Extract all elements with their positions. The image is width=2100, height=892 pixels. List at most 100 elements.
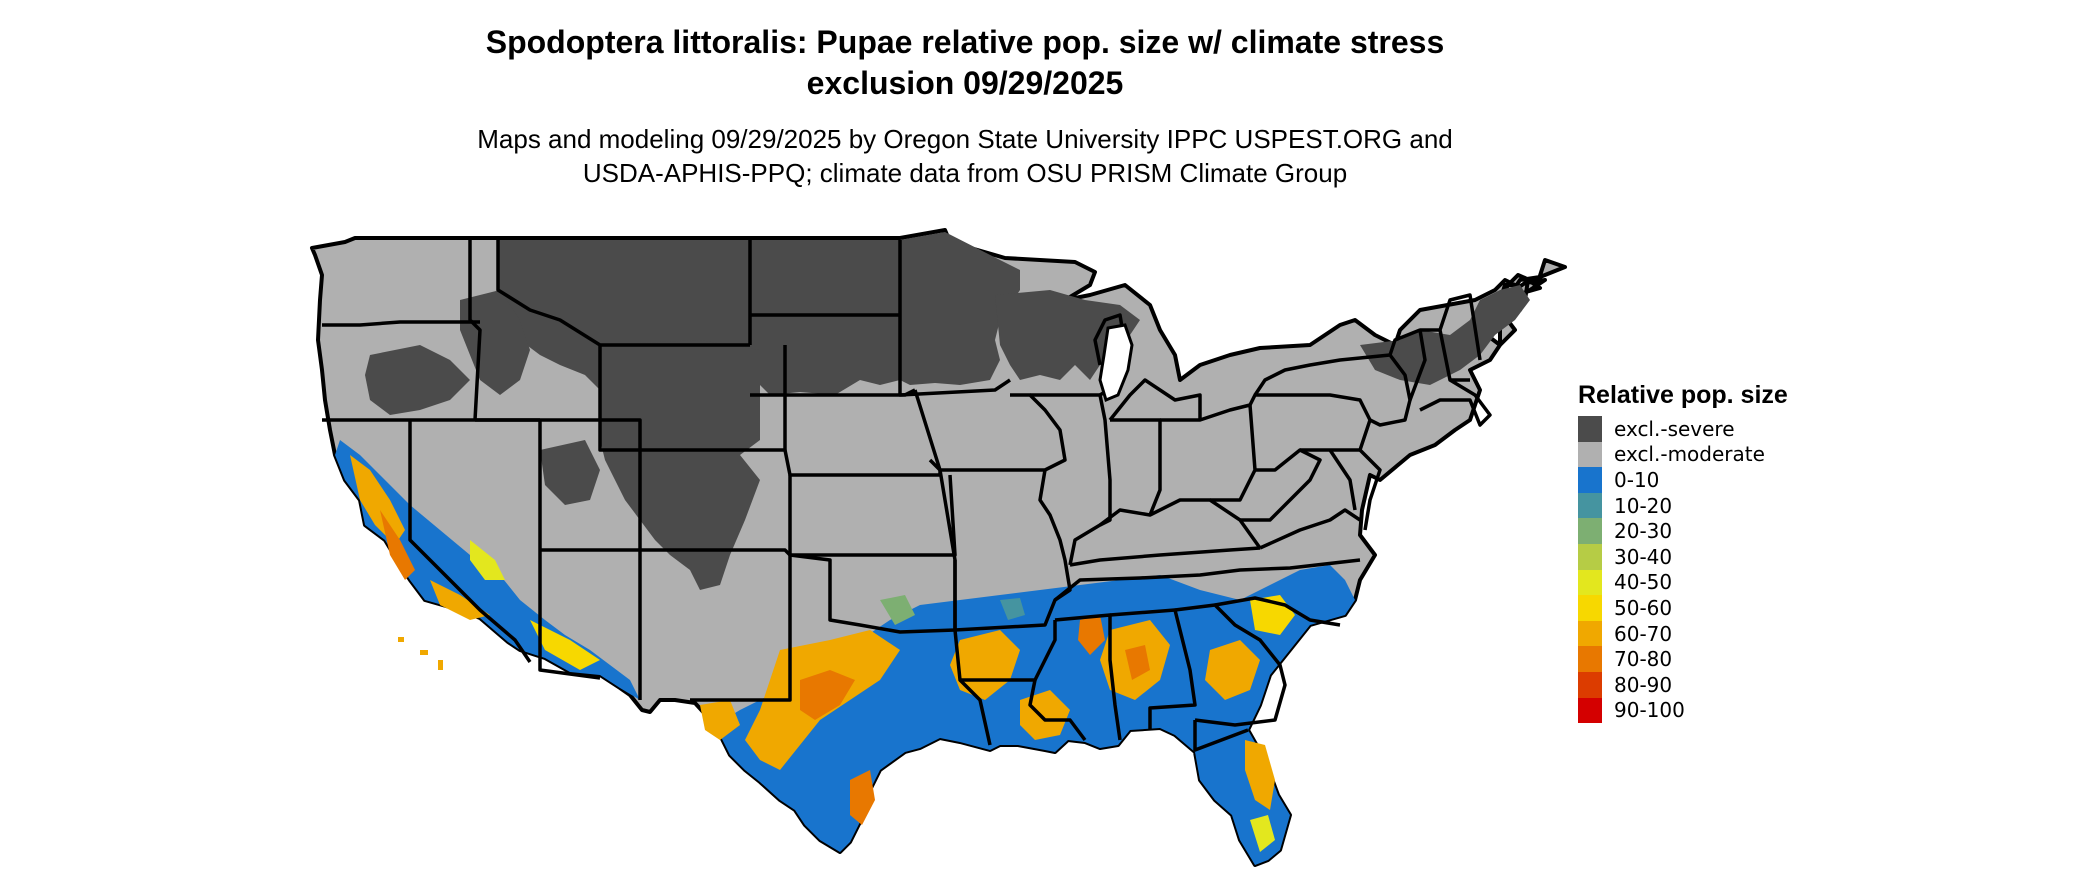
legend-swatch xyxy=(1578,569,1602,596)
channel-islands xyxy=(398,637,443,670)
boundary-ia-mo xyxy=(913,389,1067,472)
hot-spot-mississippi-70-80 xyxy=(1078,615,1105,655)
boundary-tn xyxy=(1053,558,1361,602)
legend-label: 0-10 xyxy=(1614,467,1660,492)
hot-spot-socal-60-70 xyxy=(430,580,490,620)
legend-item: 60-70 xyxy=(1578,620,1788,647)
lake-michigan xyxy=(1098,323,1134,403)
hot-spot-louisiana-60-70 xyxy=(950,630,1020,700)
hot-spot-florida-60-70 xyxy=(1245,740,1275,810)
legend-swatch xyxy=(1578,697,1602,724)
map-title: Spodoptera littoralis: Pupae relative po… xyxy=(340,22,1590,104)
legend-item: 0-10 xyxy=(1578,467,1788,493)
severe-region-minnesota xyxy=(900,232,1020,385)
boundary-ky-tn xyxy=(1069,546,1261,567)
legend-label: excl.-moderate xyxy=(1614,442,1765,467)
legend-item: 80-90 xyxy=(1578,671,1788,698)
legend-item: 20-30 xyxy=(1578,518,1788,544)
boundary-wy xyxy=(598,345,787,452)
legend-swatch xyxy=(1578,671,1602,698)
legend-swatch xyxy=(1578,543,1602,570)
hot-spot-georgia-60-70 xyxy=(1205,640,1260,700)
boundary-mt-south xyxy=(496,240,750,347)
legend-label: 90-100 xyxy=(1614,698,1685,723)
legend-swatch xyxy=(1578,518,1602,544)
boundary-id-west xyxy=(468,240,482,421)
boundary-fl xyxy=(1193,720,1249,752)
legend-swatch xyxy=(1578,595,1602,621)
hot-spot-arkansas-10-20 xyxy=(1000,598,1025,620)
map-subtitle-line-1: Maps and modeling 09/29/2025 by Oregon S… xyxy=(477,124,1453,154)
legend-label: 60-70 xyxy=(1614,621,1673,646)
hot-spot-california-60-70 xyxy=(350,455,405,545)
map-title-line-2: exclusion 09/29/2025 xyxy=(806,65,1124,101)
hot-spot-east-texas-20-30 xyxy=(880,595,915,625)
legend-title: Relative pop. size xyxy=(1578,381,1788,409)
hot-spot-nevada-40-50 xyxy=(470,540,505,580)
boundary-sc-nc xyxy=(1214,596,1341,627)
island xyxy=(438,660,443,670)
legend: Relative pop. size excl.-severe excl.-mod… xyxy=(1578,380,1788,724)
hot-spot-alabama-70-80 xyxy=(1125,645,1150,680)
hot-spot-south-florida-40-50 xyxy=(1250,815,1275,852)
hot-spot-texas-70-80 xyxy=(800,670,855,720)
legend-item: 10-20 xyxy=(1578,492,1788,519)
legend-swatch xyxy=(1578,416,1602,442)
boundary-ca-nv xyxy=(408,420,532,663)
island xyxy=(420,650,428,655)
legend-items: excl.-severe excl.-moderate 0-10 10-20 20-30… xyxy=(1578,416,1788,724)
map-title-line-1: Spodoptera littoralis: Pupae relative po… xyxy=(485,24,1445,60)
hot-spot-california-70-80 xyxy=(380,510,415,580)
legend-item: excl.-severe xyxy=(1578,416,1788,442)
legend-item: 90-100 xyxy=(1578,697,1788,724)
state-boundaries xyxy=(322,238,1492,752)
legend-item: 50-60 xyxy=(1578,595,1788,621)
hot-spot-texas-coast-70-80 xyxy=(850,770,875,825)
boundary-nm-tx xyxy=(690,555,792,702)
boundary-in xyxy=(1110,418,1162,516)
boundary-wa-or xyxy=(322,320,480,327)
map-subtitle: Maps and modeling 09/29/2025 by Oregon S… xyxy=(340,122,1590,190)
map-subtitle-line-2: USDA-APHIS-PPQ; climate data from OSU PR… xyxy=(582,158,1348,188)
legend-label: 40-50 xyxy=(1614,570,1673,595)
boundary-mi xyxy=(1108,378,1202,422)
severe-region-pacific-northwest xyxy=(365,345,470,415)
legend-swatch xyxy=(1578,441,1602,468)
legend-label: 70-80 xyxy=(1614,647,1673,672)
legend-item: 70-80 xyxy=(1578,646,1788,672)
boundary-ga xyxy=(1174,603,1287,727)
legend-label: 10-20 xyxy=(1614,493,1673,518)
legend-swatch xyxy=(1578,492,1602,519)
legend-swatch xyxy=(1578,646,1602,672)
boundary-pa xyxy=(1248,393,1372,452)
legend-label: 30-40 xyxy=(1614,544,1673,569)
boundary-va xyxy=(1259,508,1361,550)
legend-label: excl.-severe xyxy=(1614,416,1735,441)
boundary-ks xyxy=(788,474,957,557)
legend-item: 40-50 xyxy=(1578,569,1788,596)
legend-item: excl.-moderate xyxy=(1578,441,1788,468)
island xyxy=(398,637,404,642)
boundary-ms xyxy=(1054,613,1122,741)
boundary-nj-de-md xyxy=(1328,448,1382,531)
legend-label: 50-60 xyxy=(1614,595,1673,620)
boundary-al xyxy=(1109,608,1197,730)
boundary-az-nm xyxy=(538,550,601,680)
boundary-il xyxy=(1030,393,1112,527)
hot-spot-lower-mississippi-60-70 xyxy=(1020,690,1070,740)
severe-region-new-england xyxy=(1360,285,1530,385)
severe-region-rockies xyxy=(600,340,760,590)
boundary-la xyxy=(958,678,1087,746)
legend-swatch xyxy=(1578,467,1602,493)
legend-item: 30-40 xyxy=(1578,543,1788,570)
boundary-new-england xyxy=(1388,293,1492,427)
severe-region-utah xyxy=(540,440,600,505)
boundary-wv-va xyxy=(1240,448,1322,522)
hot-spot-west-texas-60-70 xyxy=(700,700,740,740)
legend-label: 80-90 xyxy=(1614,672,1673,697)
hot-spots xyxy=(350,455,1295,852)
legend-label: 20-30 xyxy=(1614,519,1673,544)
boundary-mn-ia xyxy=(898,240,1011,397)
legend-swatch xyxy=(1578,620,1602,647)
